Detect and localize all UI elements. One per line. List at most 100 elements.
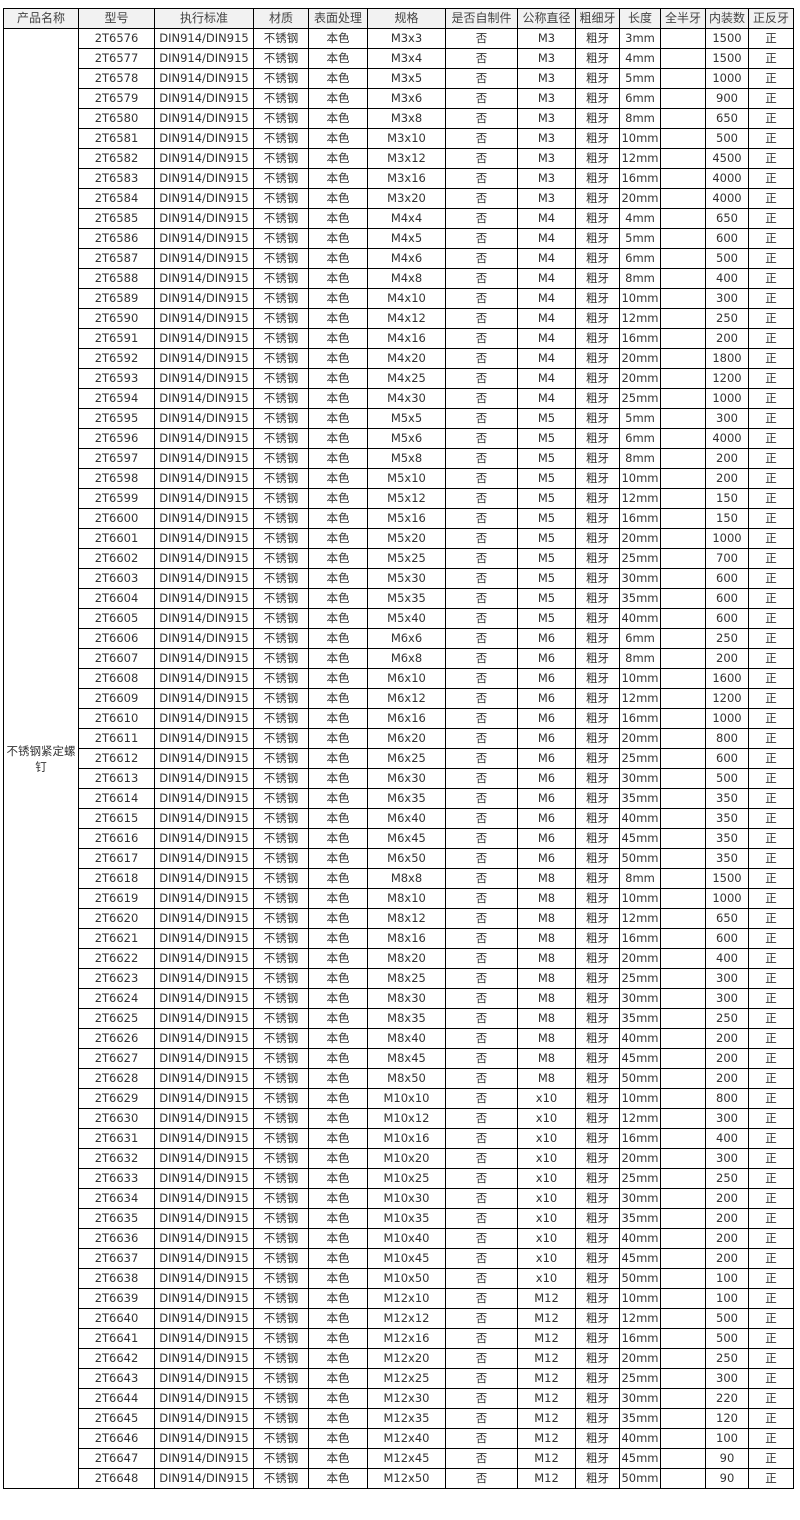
cell-material: 不锈钢 xyxy=(253,548,309,569)
cell-self-made: 否 xyxy=(445,988,518,1009)
cell-nominal-diameter: M12 xyxy=(517,1348,576,1369)
cell-full-half-thread xyxy=(660,1068,706,1089)
cell-material: 不锈钢 xyxy=(253,868,309,889)
cell-standard: DIN914/DIN915 xyxy=(154,48,254,69)
cell-spec: M4x4 xyxy=(367,208,446,229)
cell-standard: DIN914/DIN915 xyxy=(154,1068,254,1089)
cell-self-made: 否 xyxy=(445,1428,518,1449)
cell-standard: DIN914/DIN915 xyxy=(154,568,254,589)
cell-material: 不锈钢 xyxy=(253,568,309,589)
table-row: 2T6581 DIN914/DIN915 不锈钢 本色 M3x10 否 M3 粗牙 10mm 50… xyxy=(4,128,794,149)
cell-material: 不锈钢 xyxy=(253,168,309,189)
cell-surface: 本色 xyxy=(308,168,368,189)
cell-length: 8mm xyxy=(619,448,661,469)
cell-self-made: 否 xyxy=(445,908,518,929)
cell-nominal-diameter: M12 xyxy=(517,1428,576,1449)
cell-standard: DIN914/DIN915 xyxy=(154,548,254,569)
cell-pack-qty: 100 xyxy=(705,1428,749,1449)
cell-material: 不锈钢 xyxy=(253,728,309,749)
column-header: 内装数 xyxy=(705,8,749,29)
cell-model: 2T6621 xyxy=(78,928,155,949)
cell-self-made: 否 xyxy=(445,1228,518,1249)
cell-length: 12mm xyxy=(619,1308,661,1329)
table-row: 2T6601 DIN914/DIN915 不锈钢 本色 M5x20 否 M5 粗牙 20mm 10… xyxy=(4,528,794,549)
cell-spec: M4x5 xyxy=(367,228,446,249)
cell-surface: 本色 xyxy=(308,1468,368,1489)
cell-standard: DIN914/DIN915 xyxy=(154,1168,254,1189)
table-row: 不锈钢紧定螺钉 2T6576 DIN914/DIN915 不锈钢 本色 M3x3 否 M3 粗牙… xyxy=(3,28,794,1489)
cell-thread-type: 粗牙 xyxy=(575,1008,620,1029)
cell-nominal-diameter: M6 xyxy=(517,728,576,749)
cell-model: 2T6610 xyxy=(78,708,155,729)
cell-model: 2T6589 xyxy=(78,288,155,309)
cell-material: 不锈钢 xyxy=(253,968,309,989)
cell-model: 2T6635 xyxy=(78,1208,155,1229)
cell-spec: M4x20 xyxy=(367,348,446,369)
table-row: 2T6629 DIN914/DIN915 不锈钢 本色 M10x10 否 x10 粗牙 10mm… xyxy=(4,1088,794,1109)
cell-spec: M3x8 xyxy=(367,108,446,129)
cell-thread-direction: 正 xyxy=(748,848,794,869)
cell-self-made: 否 xyxy=(445,388,518,409)
cell-pack-qty: 800 xyxy=(705,728,749,749)
cell-thread-direction: 正 xyxy=(748,88,794,109)
cell-self-made: 否 xyxy=(445,428,518,449)
table-row: 2T6627 DIN914/DIN915 不锈钢 本色 M8x45 否 M8 粗牙 45mm 20… xyxy=(4,1048,794,1069)
cell-full-half-thread xyxy=(660,528,706,549)
cell-thread-type: 粗牙 xyxy=(575,428,620,449)
cell-self-made: 否 xyxy=(445,508,518,529)
cell-self-made: 否 xyxy=(445,68,518,89)
cell-thread-type: 粗牙 xyxy=(575,708,620,729)
cell-thread-type: 粗牙 xyxy=(575,108,620,129)
cell-length: 16mm xyxy=(619,328,661,349)
cell-thread-type: 粗牙 xyxy=(575,1088,620,1109)
cell-spec: M12x16 xyxy=(367,1328,446,1349)
cell-standard: DIN914/DIN915 xyxy=(154,108,254,129)
cell-length: 30mm xyxy=(619,768,661,789)
cell-spec: M4x25 xyxy=(367,368,446,389)
cell-model: 2T6643 xyxy=(78,1368,155,1389)
cell-model: 2T6644 xyxy=(78,1388,155,1409)
cell-pack-qty: 350 xyxy=(705,788,749,809)
table-row: 2T6626 DIN914/DIN915 不锈钢 本色 M8x40 否 M8 粗牙 40mm 20… xyxy=(4,1028,794,1049)
cell-model: 2T6594 xyxy=(78,388,155,409)
cell-pack-qty: 350 xyxy=(705,848,749,869)
cell-nominal-diameter: x10 xyxy=(517,1148,576,1169)
cell-thread-type: 粗牙 xyxy=(575,1288,620,1309)
cell-thread-type: 粗牙 xyxy=(575,628,620,649)
cell-material: 不锈钢 xyxy=(253,708,309,729)
cell-model: 2T6608 xyxy=(78,668,155,689)
cell-material: 不锈钢 xyxy=(253,1328,309,1349)
cell-spec: M10x10 xyxy=(367,1088,446,1109)
cell-standard: DIN914/DIN915 xyxy=(154,328,254,349)
cell-thread-type: 粗牙 xyxy=(575,188,620,209)
cell-surface: 本色 xyxy=(308,68,368,89)
table-row: 2T6637 DIN914/DIN915 不锈钢 本色 M10x45 否 x10 粗牙 45mm… xyxy=(4,1248,794,1269)
cell-self-made: 否 xyxy=(445,1348,518,1369)
cell-self-made: 否 xyxy=(445,228,518,249)
cell-self-made: 否 xyxy=(445,208,518,229)
cell-standard: DIN914/DIN915 xyxy=(154,348,254,369)
cell-surface: 本色 xyxy=(308,1048,368,1069)
cell-material: 不锈钢 xyxy=(253,1108,309,1129)
cell-thread-type: 粗牙 xyxy=(575,768,620,789)
column-header: 正反牙 xyxy=(748,8,794,29)
cell-standard: DIN914/DIN915 xyxy=(154,888,254,909)
cell-thread-type: 粗牙 xyxy=(575,488,620,509)
cell-thread-direction: 正 xyxy=(748,108,794,129)
table-row: 2T6585 DIN914/DIN915 不锈钢 本色 M4x4 否 M4 粗牙 4mm 650 正 xyxy=(4,208,794,229)
cell-pack-qty: 120 xyxy=(705,1408,749,1429)
table-row: 2T6648 DIN914/DIN915 不锈钢 本色 M12x50 否 M12 粗牙 50mm… xyxy=(4,1468,794,1489)
column-header: 表面处理 xyxy=(308,8,368,29)
cell-pack-qty: 200 xyxy=(705,1248,749,1269)
cell-thread-direction: 正 xyxy=(748,828,794,849)
cell-thread-type: 粗牙 xyxy=(575,448,620,469)
cell-length: 20mm xyxy=(619,728,661,749)
cell-length: 50mm xyxy=(619,1468,661,1489)
cell-thread-direction: 正 xyxy=(748,1268,794,1289)
cell-self-made: 否 xyxy=(445,448,518,469)
cell-length: 8mm xyxy=(619,648,661,669)
cell-nominal-diameter: M4 xyxy=(517,348,576,369)
cell-model: 2T6633 xyxy=(78,1168,155,1189)
cell-thread-direction: 正 xyxy=(748,288,794,309)
cell-self-made: 否 xyxy=(445,48,518,69)
